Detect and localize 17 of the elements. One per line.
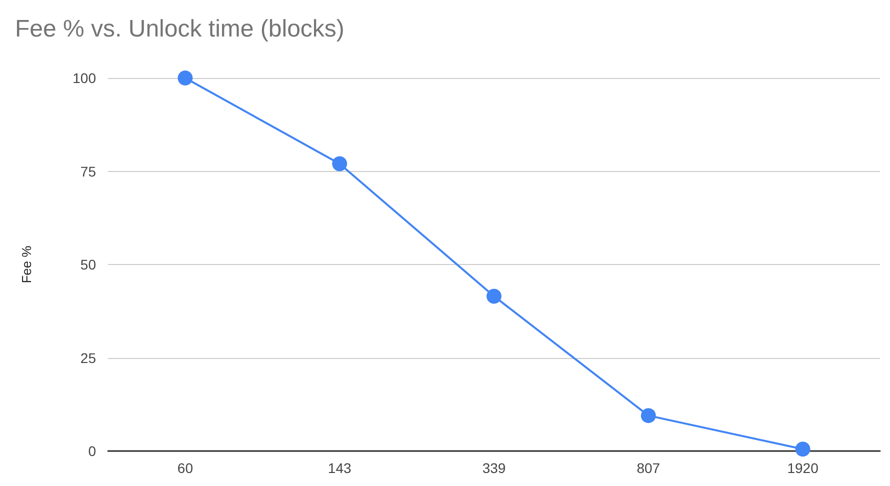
point (178, 70, 193, 86)
x-tick-label: 339 (482, 460, 506, 476)
chart-title: Fee % vs. Unlock time (blocks) (15, 16, 344, 42)
y-tick-label: 50 (80, 256, 96, 272)
x-tick-label: 1920 (787, 460, 819, 476)
y-tick-label: 75 (80, 163, 96, 180)
point (640, 408, 656, 424)
x-tick-label: 807 (636, 460, 660, 476)
point (486, 288, 502, 304)
x-tick-label: 143 (328, 460, 352, 476)
point (795, 442, 810, 457)
point (332, 156, 348, 172)
y-tick-label: 0 (88, 443, 96, 459)
x-tick-label: 60 (177, 460, 194, 476)
y-tick-label: 100 (72, 70, 96, 86)
y-tick-label: 25 (80, 350, 96, 366)
y-axis-title: Fee % (19, 245, 34, 284)
